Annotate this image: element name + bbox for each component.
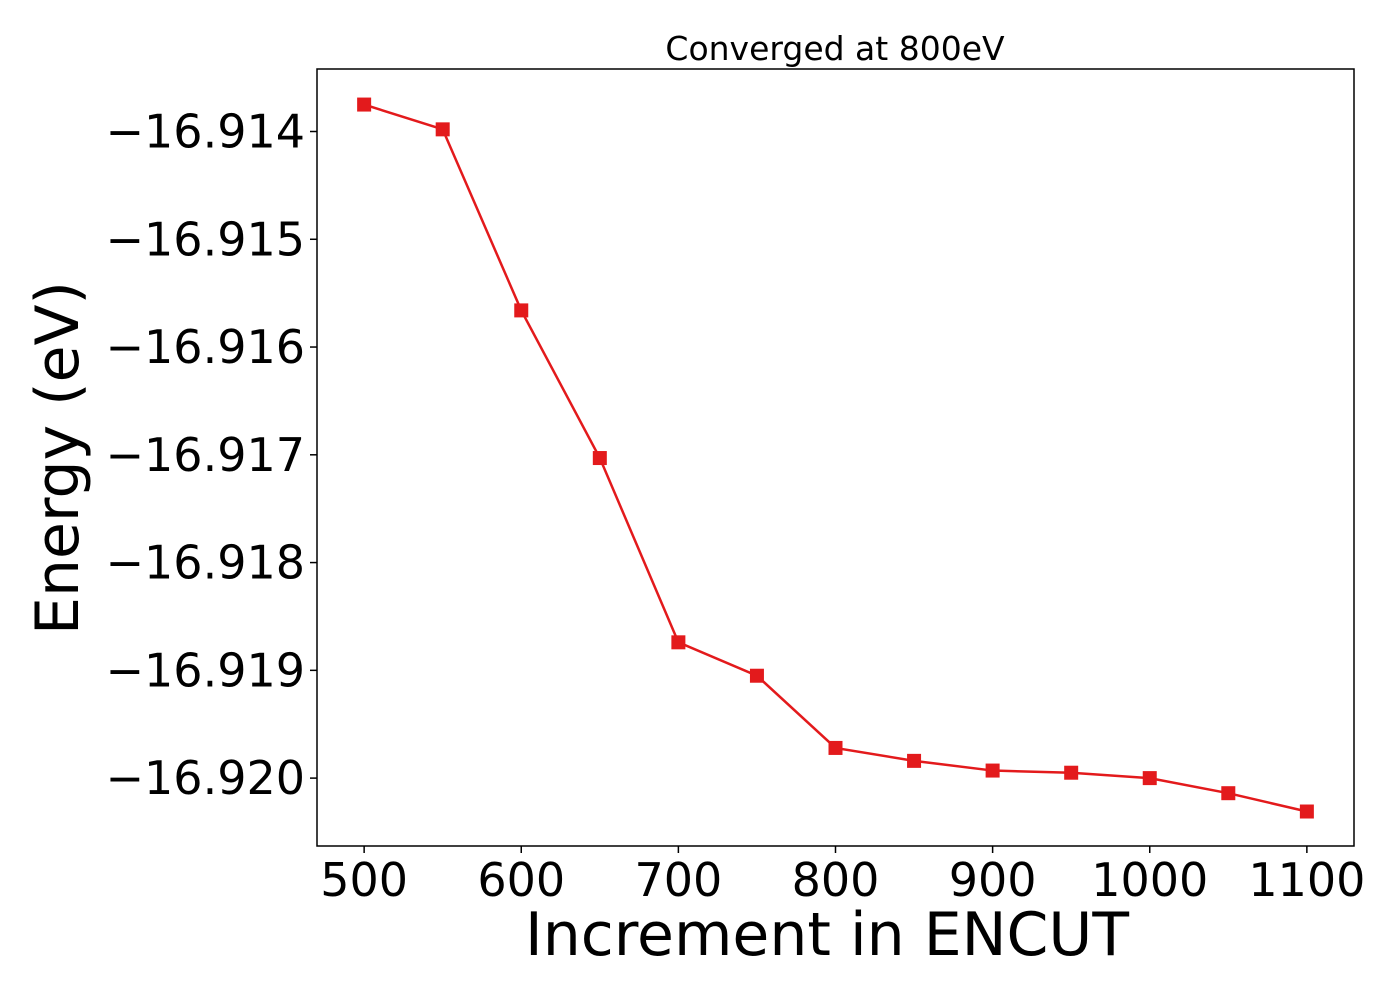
x-tick-label: 700 [634, 853, 722, 907]
data-point-marker [1221, 786, 1236, 801]
data-point-marker [671, 635, 686, 650]
y-axis-label: Energy (eV) [23, 281, 93, 635]
x-tick-label: 1000 [1091, 853, 1208, 907]
y-tick-label: −16.918 [106, 536, 306, 590]
x-axis-label: Increment in ENCUT [525, 900, 1129, 970]
x-tick-label: 900 [949, 853, 1037, 907]
data-point-marker [1299, 804, 1314, 819]
data-point-marker [828, 740, 843, 755]
data-point-marker [592, 451, 607, 466]
data-point-marker [1142, 771, 1157, 786]
x-tick-label: 800 [792, 853, 880, 907]
data-point-marker [907, 753, 922, 768]
y-tick-label: −16.917 [106, 428, 306, 482]
data-point-marker [1064, 765, 1079, 780]
y-tick-label: −16.916 [106, 320, 306, 374]
data-point-marker [357, 97, 372, 112]
data-point-marker [985, 763, 1000, 778]
y-tick-label: −16.915 [106, 212, 306, 266]
data-point-marker [749, 668, 764, 683]
x-tick-label: 500 [320, 853, 408, 907]
series-layer [357, 97, 1314, 819]
y-tick-label: −16.920 [106, 751, 306, 805]
y-tick-label: −16.914 [106, 105, 306, 159]
x-axis-ticks: 500 600 700 800 900 1000 1100 [320, 846, 1365, 907]
series-line [363, 103, 1308, 813]
x-tick-label: 1100 [1248, 853, 1365, 907]
chart-title: Converged at 800eV [665, 29, 1005, 68]
y-axis-ticks: −16.914 −16.915 −16.916 −16.917 −16.918 −16.9… [106, 105, 317, 805]
data-point-marker [514, 303, 529, 318]
plot-area-frame [316, 68, 1355, 847]
y-tick-label: −16.919 [106, 643, 306, 697]
data-point-marker [435, 122, 450, 137]
x-tick-label: 600 [477, 853, 565, 907]
